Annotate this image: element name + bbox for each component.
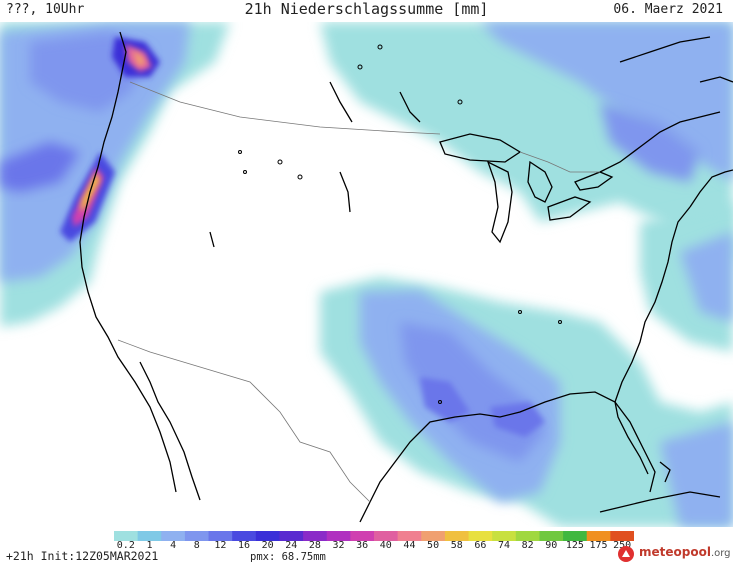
coastlines — [79, 31, 733, 523]
legend: 0.2 1 4 8 12 16 20 24 28 32 36 40 44 50 58 66 74 82 90 125 1… — [0, 527, 733, 566]
legend-tick-label: 8 — [193, 540, 200, 551]
legend-swatch — [232, 531, 257, 541]
legend-tick-label: 50 — [427, 540, 440, 551]
max-precip-label: pmx: 68.75mm — [250, 551, 326, 563]
legend-swatch — [208, 531, 233, 541]
legend-swatch — [515, 531, 540, 541]
legend-swatch — [303, 531, 328, 541]
color-scale-bar — [114, 531, 634, 541]
logo-tld: .org — [710, 548, 731, 559]
legend-swatch — [184, 531, 210, 541]
forecast-time-label: ???, 10Uhr — [6, 2, 85, 17]
map-header: ???, 10Uhr 21h Niederschlagssumme [mm] 0… — [0, 0, 733, 22]
legend-tick-label: 4 — [170, 540, 177, 551]
legend-tick-label: 90 — [545, 540, 558, 551]
legend-tick-label: 28 — [308, 540, 321, 551]
legend-swatch — [255, 531, 280, 541]
legend-tick-label: 44 — [403, 540, 416, 551]
legend-tick-label: 12 — [214, 540, 227, 551]
precipitation-map — [0, 22, 733, 527]
legend-swatch — [492, 531, 517, 541]
legend-tick-label: 1 — [146, 540, 153, 551]
legend-swatch — [421, 531, 446, 541]
legend-tick-label: 36 — [356, 540, 369, 551]
legend-tick-label: 125 — [565, 540, 584, 551]
legend-swatch — [161, 531, 186, 541]
borders — [117, 81, 600, 503]
legend-tick-label: 0.2 — [116, 540, 135, 551]
legend-swatch — [468, 531, 493, 541]
meteopool-logo[interactable]: meteopool.org — [617, 545, 731, 563]
legend-swatch — [586, 531, 611, 541]
legend-swatch — [326, 531, 351, 541]
logo-text: meteopool — [639, 545, 711, 559]
legend-tick-label: 74 — [497, 540, 511, 551]
legend-swatch — [137, 531, 162, 541]
map-canvas — [0, 22, 733, 527]
legend-swatch — [563, 531, 588, 541]
legend-tick-label: 66 — [474, 540, 487, 551]
legend-swatch — [374, 531, 399, 541]
lakes — [238, 44, 562, 404]
legend-tick-label: 40 — [379, 540, 392, 551]
legend-swatch — [350, 531, 375, 541]
legend-tick-label: 20 — [261, 540, 274, 551]
legend-swatch — [279, 531, 304, 541]
legend-swatch — [114, 531, 139, 541]
legend-tick-label: 250 — [613, 540, 632, 551]
legend-tick-label: 58 — [450, 540, 463, 551]
legend-tick-label: 32 — [332, 540, 345, 551]
logo-icon — [618, 546, 634, 562]
forecast-date: 06. Maerz 2021 — [613, 2, 723, 17]
legend-swatch — [397, 531, 422, 541]
legend-tick-label: 24 — [285, 540, 298, 551]
map-title: 21h Niederschlagssumme [mm] — [244, 0, 489, 18]
legend-tick-label: 16 — [237, 540, 251, 551]
legend-tick-label: 82 — [521, 540, 534, 551]
legend-swatch — [539, 531, 564, 541]
legend-swatch — [610, 531, 634, 541]
legend-swatch — [444, 531, 470, 541]
precipitation-field — [0, 22, 733, 527]
run-info: +21h Init:12Z05MAR2021 — [6, 549, 159, 563]
legend-tick-label: 175 — [589, 540, 608, 551]
